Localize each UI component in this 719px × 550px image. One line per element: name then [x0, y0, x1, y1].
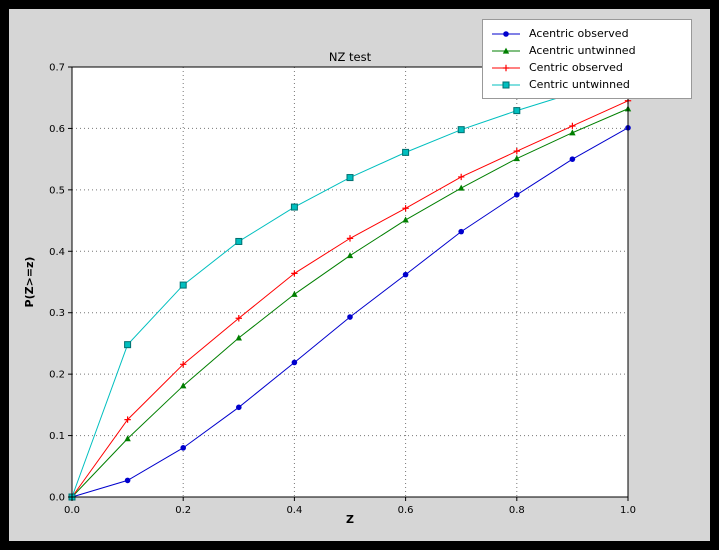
marker-triangle [235, 334, 242, 341]
marker-square [290, 203, 298, 211]
marker-plus [291, 270, 298, 277]
y-tick-label: 0.4 [49, 247, 65, 258]
marker-plus [502, 64, 510, 71]
marker-triangle [291, 290, 298, 297]
marker-circle [124, 477, 131, 484]
marker-triangle [513, 155, 520, 162]
marker-triangle [402, 216, 409, 223]
y-axis-label: P(Z>=z) [23, 256, 36, 308]
chart-canvas: 0.0 0.2 0.4 0.6 0.8 1.0 0.0 0.1 0.2 0.3 0.4 0.5 0.6 0… [49, 63, 636, 517]
legend-line-sample [492, 81, 520, 88]
marker-square [235, 237, 243, 245]
marker-circle [402, 271, 409, 278]
y-tick-label: 0.3 [49, 308, 65, 319]
legend-label: Acentric observed [529, 27, 629, 40]
marker-plus [346, 235, 354, 242]
figure-background: 0.0 0.2 0.4 0.6 0.8 1.0 0.0 0.1 0.2 0.3 0.4 0.5 0.6 0… [9, 9, 710, 541]
marker-square [402, 148, 410, 156]
marker-square [502, 81, 510, 88]
marker-plus [402, 205, 409, 212]
x-tick-label: 0.8 [509, 505, 525, 516]
marker-triangle [346, 252, 354, 259]
plot-border [71, 66, 629, 498]
y-tick-label: 0.7 [49, 63, 65, 74]
x-tick-label: 1.0 [620, 505, 636, 516]
x-axis-label: Z [346, 513, 354, 526]
marker-triangle [458, 184, 465, 191]
legend-label: Centric untwinned [529, 78, 630, 91]
legend: Acentric observed Acentric untwinned Cen… [482, 19, 692, 99]
legend-item: Centric observed [491, 59, 683, 76]
legend-line-sample [492, 64, 520, 71]
marker-plus [124, 416, 131, 423]
x-tick-label: 0.6 [398, 505, 414, 516]
x-tick-label: 0.2 [175, 505, 191, 516]
legend-label: Centric observed [529, 61, 623, 74]
chart-title: NZ test [328, 50, 372, 64]
marker-plus [180, 361, 187, 368]
marker-circle [569, 156, 576, 162]
marker-circle [236, 404, 242, 411]
marker-plus [458, 173, 465, 181]
marker-square [124, 341, 132, 349]
x-tick-label: 0.4 [286, 505, 302, 516]
marker-plus [235, 315, 242, 322]
marker-circle [180, 445, 186, 451]
marker-plus [569, 122, 576, 130]
y-tick-label: 0.6 [49, 124, 65, 135]
marker-circle [514, 191, 520, 198]
marker-square [513, 107, 521, 115]
y-tick-label: 0.0 [49, 493, 65, 504]
marker-square [346, 174, 354, 182]
marker-square [457, 126, 465, 134]
legend-item: Centric untwinned [491, 76, 683, 93]
marker-circle [347, 314, 353, 320]
marker-square [179, 281, 187, 289]
plot-area [72, 67, 628, 497]
marker-circle [503, 30, 509, 37]
x-tick-label: 0.0 [64, 505, 80, 516]
marker-circle [291, 359, 298, 366]
marker-plus [513, 147, 520, 155]
legend-item: Acentric untwinned [491, 42, 683, 59]
marker-triangle [502, 47, 510, 54]
legend-item: Acentric observed [491, 25, 683, 42]
marker-triangle [180, 382, 187, 389]
legend-line-sample [492, 47, 520, 54]
y-tick-label: 0.1 [49, 431, 65, 442]
marker-triangle [124, 435, 131, 442]
y-tick-label: 0.2 [49, 370, 65, 381]
legend-label: Acentric untwinned [529, 44, 636, 57]
legend-line-sample [492, 30, 520, 37]
marker-circle [458, 228, 465, 235]
marker-triangle [569, 129, 576, 136]
y-tick-label: 0.5 [49, 185, 65, 196]
